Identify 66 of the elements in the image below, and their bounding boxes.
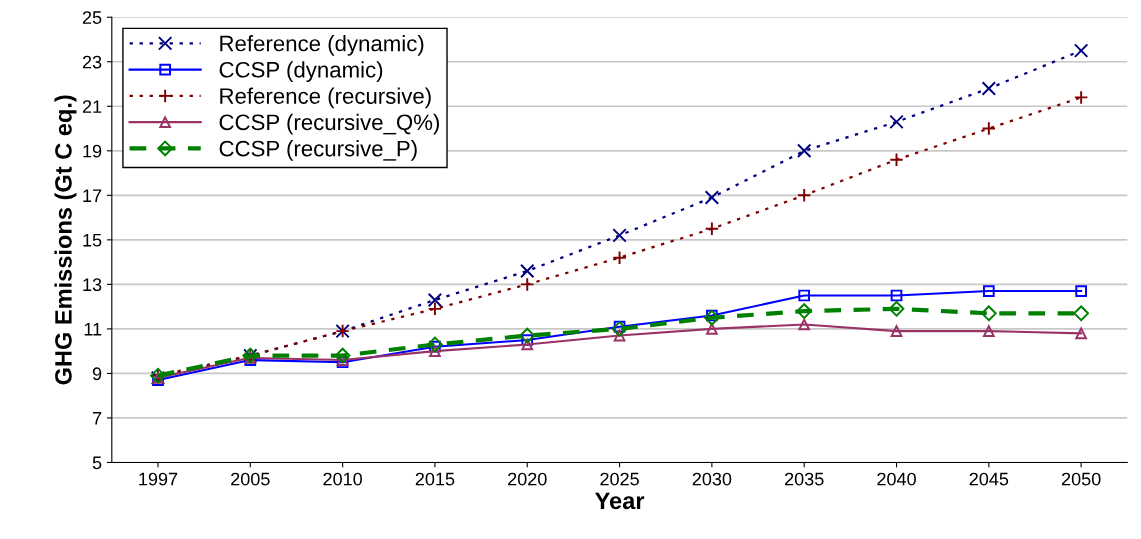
point bbox=[796, 303, 813, 319]
legend-label: CCSP (recursive_P) bbox=[219, 140, 417, 161]
x-axis-title: Year bbox=[595, 492, 645, 510]
y-tick-label: 17 bbox=[83, 189, 102, 202]
legend-label: Reference (recursive) bbox=[220, 87, 431, 109]
point bbox=[1073, 305, 1089, 322]
legend-label: Reference (dynamic) bbox=[220, 35, 424, 56]
x-tick-label: 1997 bbox=[139, 472, 178, 486]
y-tick-label: 7 bbox=[92, 412, 102, 425]
point bbox=[981, 81, 997, 96]
point bbox=[427, 336, 443, 353]
point bbox=[1073, 43, 1089, 58]
y-tick-label: 5 bbox=[92, 456, 102, 470]
y-tick-label: 19 bbox=[83, 144, 102, 158]
point bbox=[1075, 327, 1087, 340]
point bbox=[983, 325, 995, 337]
x-tick-label: 2005 bbox=[231, 472, 270, 486]
point bbox=[888, 301, 905, 317]
point bbox=[520, 263, 535, 279]
point bbox=[611, 321, 628, 337]
x-tick-label: 2040 bbox=[877, 472, 916, 486]
point bbox=[1073, 90, 1089, 105]
legend-label: CCSP (recursive_Q%) bbox=[219, 113, 439, 135]
y-axis-title: GHG Emissions (Gt C eq.) bbox=[54, 95, 77, 385]
point bbox=[704, 190, 720, 205]
point bbox=[796, 143, 812, 159]
y-tick-label: 15 bbox=[83, 233, 102, 247]
legend-label: CCSP (dynamic) bbox=[219, 61, 383, 83]
point bbox=[981, 121, 997, 136]
point bbox=[706, 309, 718, 322]
y-tick-label: 21 bbox=[82, 100, 102, 113]
point bbox=[429, 345, 441, 357]
x-tick-label: 2035 bbox=[785, 472, 824, 486]
point bbox=[796, 188, 812, 203]
point bbox=[889, 152, 904, 167]
point bbox=[427, 292, 443, 308]
x-tick-label: 2015 bbox=[415, 472, 455, 486]
x-tick-label: 2025 bbox=[600, 472, 639, 486]
point bbox=[704, 221, 720, 236]
x-tick-label: 2030 bbox=[692, 472, 732, 486]
point bbox=[980, 305, 997, 322]
point bbox=[612, 250, 627, 265]
x-tick-label: 2010 bbox=[323, 472, 362, 486]
point bbox=[890, 325, 903, 337]
point bbox=[519, 327, 536, 344]
point bbox=[704, 309, 720, 326]
point bbox=[612, 228, 627, 243]
point bbox=[798, 318, 811, 331]
point bbox=[798, 289, 811, 302]
y-tick-label: 9 bbox=[92, 367, 102, 381]
point bbox=[334, 347, 351, 364]
point bbox=[521, 338, 534, 351]
x-tick-label: 2045 bbox=[969, 472, 1009, 486]
x-tick-label: 2020 bbox=[508, 472, 547, 486]
y-tick-label: 13 bbox=[83, 278, 102, 292]
x-tick-label: 2050 bbox=[1061, 472, 1101, 486]
y-tick-label: 11 bbox=[84, 323, 102, 336]
y-tick-label: 25 bbox=[82, 11, 102, 24]
point bbox=[889, 114, 904, 130]
y-tick-label: 23 bbox=[82, 55, 102, 69]
point bbox=[983, 285, 995, 297]
point bbox=[521, 334, 534, 346]
point bbox=[427, 301, 443, 317]
point bbox=[1075, 285, 1087, 297]
point bbox=[520, 277, 535, 292]
point bbox=[890, 289, 903, 302]
